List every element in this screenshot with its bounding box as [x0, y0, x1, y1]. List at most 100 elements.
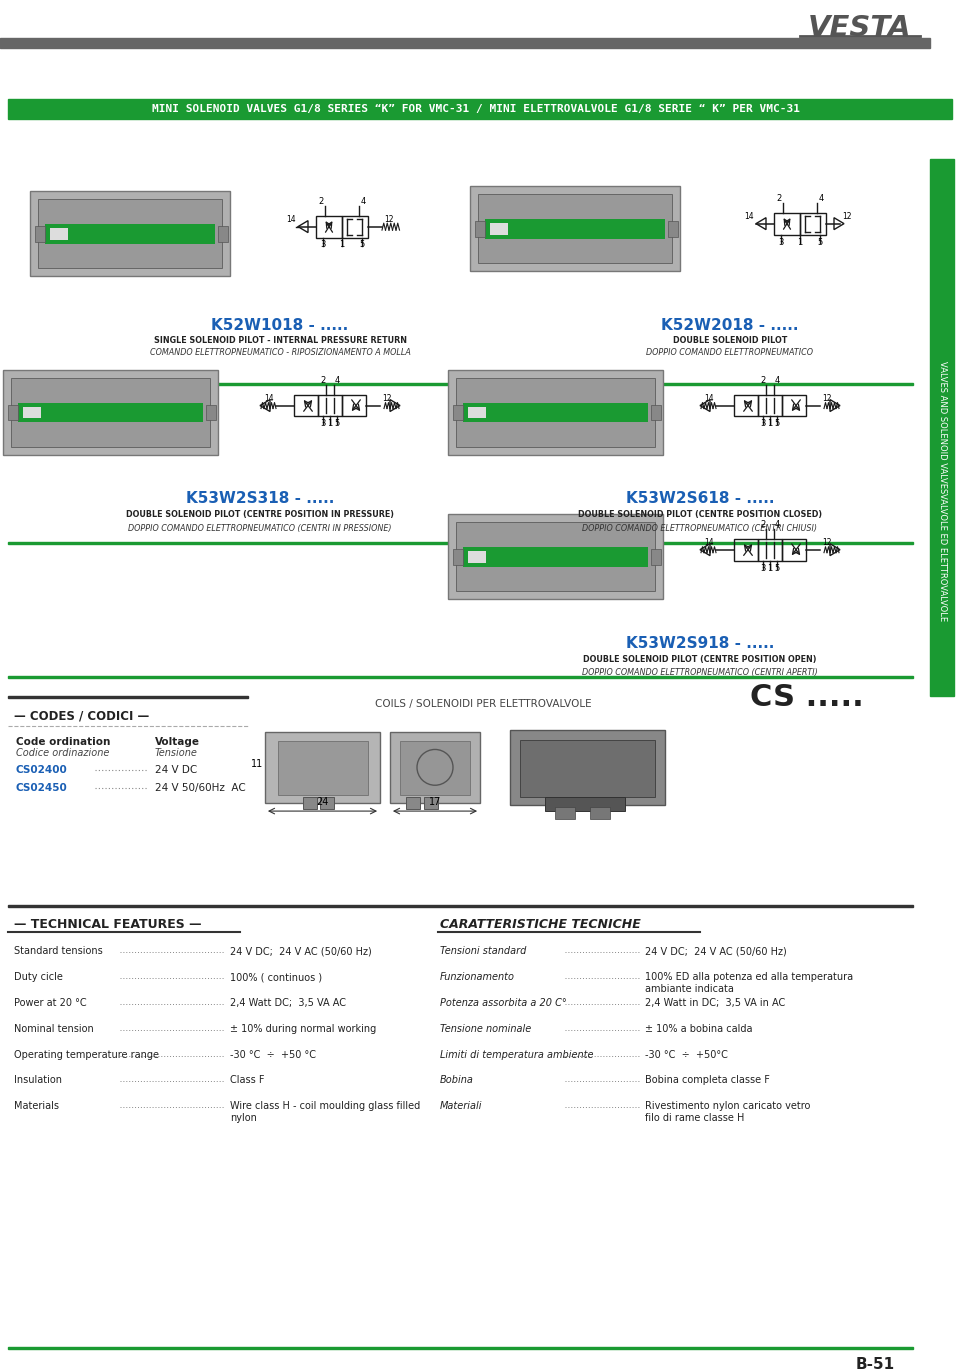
Text: Power at 20 °C: Power at 20 °C [14, 997, 86, 1008]
Text: Class F: Class F [230, 1076, 265, 1085]
Text: 14: 14 [705, 538, 714, 546]
Bar [590, 807, 610, 819]
Text: 24: 24 [316, 797, 328, 807]
Text: 24 V DC;  24 V AC (50/60 Hz): 24 V DC; 24 V AC (50/60 Hz) [645, 947, 787, 956]
Text: — TECHNICAL FEATURES —: — TECHNICAL FEATURES — [14, 918, 202, 930]
Text: 12: 12 [382, 394, 392, 402]
Text: Wire class H - coil moulding glass filled
nylon: Wire class H - coil moulding glass fille… [230, 1102, 420, 1122]
Bar [316, 215, 342, 237]
Bar [758, 395, 782, 417]
Text: 4: 4 [818, 193, 824, 203]
Text: -30 °C  ÷  +50°C: -30 °C ÷ +50°C [645, 1050, 728, 1059]
Bar [424, 797, 438, 809]
Text: SINGLE SOLENOID PILOT - INTERNAL PRESSURE RETURN: SINGLE SOLENOID PILOT - INTERNAL PRESSUR… [154, 336, 406, 346]
Bar [11, 379, 209, 447]
Bar [774, 213, 800, 235]
Bar [8, 542, 913, 543]
Bar [478, 195, 672, 263]
Text: 3: 3 [760, 420, 765, 428]
Bar [782, 395, 806, 417]
Bar [545, 797, 625, 811]
Text: 3: 3 [320, 420, 325, 428]
Text: 5: 5 [817, 237, 822, 247]
Text: VALVES AND SOLENOID VALVES: VALVES AND SOLENOID VALVES [938, 361, 947, 494]
Text: 1: 1 [767, 564, 773, 572]
Text: 1: 1 [340, 240, 345, 250]
Bar [463, 546, 647, 567]
Bar [734, 539, 758, 561]
Bar [8, 696, 248, 698]
Text: Limiti di temperatura ambiente: Limiti di temperatura ambiente [440, 1050, 593, 1059]
Bar [470, 187, 680, 270]
Text: VALVOLE ED ELETTROVALVOLE: VALVOLE ED ELETTROVALVOLE [938, 493, 947, 620]
Text: DOUBLE SOLENOID PILOT (CENTRE POSITION IN PRESSURE): DOUBLE SOLENOID PILOT (CENTRE POSITION I… [126, 510, 394, 520]
Text: COILS / SOLENOIDI PER ELETTROVALVOLE: COILS / SOLENOIDI PER ELETTROVALVOLE [375, 698, 591, 709]
Text: K53W2S618 - .....: K53W2S618 - ..... [626, 491, 775, 506]
Bar [452, 405, 463, 420]
Bar [3, 370, 218, 454]
Text: CS02450: CS02450 [16, 783, 68, 793]
Bar [555, 807, 575, 819]
Text: 11: 11 [251, 759, 263, 770]
Text: Voltage: Voltage [155, 737, 200, 746]
Text: 17: 17 [429, 797, 442, 807]
Bar [468, 550, 486, 563]
Text: Tensione: Tensione [155, 749, 198, 759]
Text: CS .....: CS ..... [750, 683, 864, 712]
Bar [447, 370, 662, 454]
Bar [0, 38, 930, 48]
Bar [342, 395, 366, 417]
Bar [8, 676, 913, 678]
Bar [278, 741, 368, 796]
Text: Operating temperature range: Operating temperature range [14, 1050, 159, 1059]
Bar [8, 1347, 913, 1349]
Bar [463, 402, 647, 423]
Text: ± 10% a bobina calda: ± 10% a bobina calda [645, 1024, 753, 1033]
Text: 2: 2 [321, 376, 325, 384]
Text: K53W2S918 - .....: K53W2S918 - ..... [626, 635, 774, 650]
Bar [485, 218, 665, 239]
Text: DOPPIO COMANDO ELETTROPNEUMATICO (CENTRI IN PRESSIONE): DOPPIO COMANDO ELETTROPNEUMATICO (CENTRI… [129, 524, 392, 534]
Text: 3: 3 [778, 237, 783, 247]
Text: K52W1018 - .....: K52W1018 - ..... [211, 317, 348, 332]
Bar [930, 159, 954, 696]
Text: Bobina completa classe F: Bobina completa classe F [645, 1076, 770, 1085]
Bar [303, 797, 317, 809]
Text: Rivestimento nylon caricato vetro
filo di rame classe H: Rivestimento nylon caricato vetro filo d… [645, 1102, 810, 1122]
Bar [520, 740, 655, 797]
Text: 3: 3 [320, 240, 325, 250]
Text: Insulation: Insulation [14, 1076, 62, 1085]
Bar [468, 406, 486, 418]
Text: DOPPIO COMANDO ELETTROPNEUMATICO (CENTRI APERTI): DOPPIO COMANDO ELETTROPNEUMATICO (CENTRI… [582, 668, 818, 678]
Text: DOUBLE SOLENOID PILOT (CENTRE POSITION OPEN): DOUBLE SOLENOID PILOT (CENTRE POSITION O… [584, 654, 817, 664]
Text: 4: 4 [334, 376, 340, 384]
Text: DOUBLE SOLENOID PILOT (CENTRE POSITION CLOSED): DOUBLE SOLENOID PILOT (CENTRE POSITION C… [578, 510, 822, 520]
Text: 12: 12 [822, 394, 831, 402]
Text: 2,4 Watt DC;  3,5 VA AC: 2,4 Watt DC; 3,5 VA AC [230, 997, 346, 1008]
Text: Bobina: Bobina [440, 1076, 474, 1085]
Text: Funzionamento: Funzionamento [440, 973, 515, 982]
Bar [447, 514, 662, 598]
Text: Materiali: Materiali [440, 1102, 483, 1111]
Text: CARATTERISTICHE TECNICHE: CARATTERISTICHE TECNICHE [440, 918, 640, 930]
Text: 14: 14 [264, 394, 274, 402]
Bar [455, 379, 655, 447]
Text: 24 V DC: 24 V DC [155, 766, 197, 775]
Text: B-51: B-51 [856, 1357, 895, 1372]
Text: 1: 1 [327, 420, 332, 428]
Text: Duty cicle: Duty cicle [14, 973, 62, 982]
Text: COMANDO ELETTROPNEUMATICO - RIPOSIZIONAMENTO A MOLLA: COMANDO ELETTROPNEUMATICO - RIPOSIZIONAM… [150, 348, 411, 357]
Text: -30 °C  ÷  +50 °C: -30 °C ÷ +50 °C [230, 1050, 316, 1059]
Text: DOUBLE SOLENOID PILOT: DOUBLE SOLENOID PILOT [673, 336, 787, 346]
Text: 1: 1 [798, 237, 803, 247]
Text: 24 V DC;  24 V AC (50/60 Hz): 24 V DC; 24 V AC (50/60 Hz) [230, 947, 372, 956]
Bar [452, 549, 463, 564]
Bar [800, 213, 826, 235]
Bar [342, 215, 368, 237]
Text: 4: 4 [775, 376, 780, 384]
Text: 100% ( continuos ): 100% ( continuos ) [230, 973, 323, 982]
Bar [320, 797, 334, 809]
Text: 14: 14 [286, 214, 296, 224]
Text: Codice ordinazione: Codice ordinazione [16, 749, 109, 759]
Bar [651, 405, 660, 420]
